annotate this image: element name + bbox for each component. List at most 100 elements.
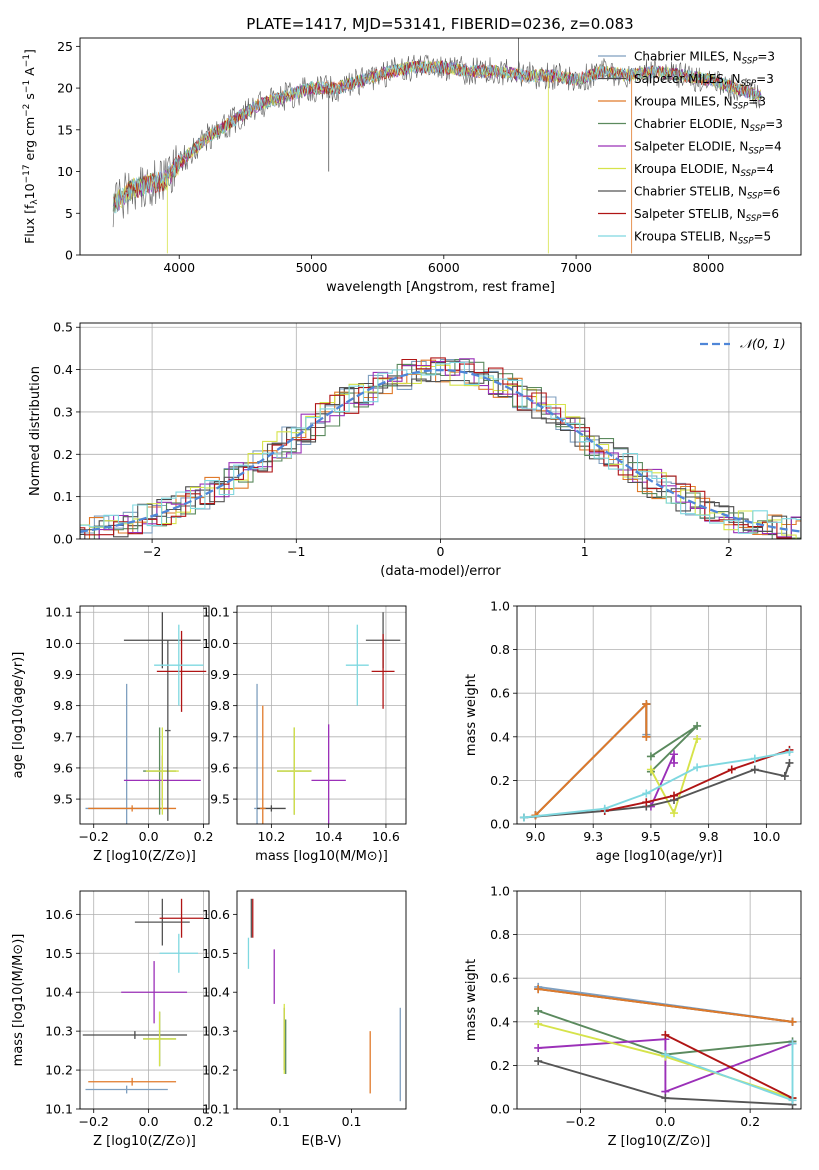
mass-weight-vs-age-panel: 9.0 9.3 9.5 9.8 10.0 0.0 0.2 0.4 0.6 0.8 1.0 age [l… <box>464 599 802 864</box>
legend-model-name: Chabrier ELODIE, N <box>634 117 750 131</box>
legend-label: Kroupa STELIB, NSSP=5 <box>634 230 771 247</box>
residuals-legend: 𝒩(0, 1) <box>700 336 786 351</box>
x-tick-label: 9.8 <box>699 829 719 844</box>
y-tick-label: 10.1 <box>45 1102 73 1117</box>
y-tick-label: 10.6 <box>202 907 230 922</box>
y-tick-label: 0.0 <box>490 817 510 832</box>
legend-nssp: =3 <box>757 50 775 64</box>
y-axis-label: age [log10(age/yr)] <box>11 652 26 779</box>
mass-weight-marker <box>670 809 679 818</box>
legend-subscript: SSP <box>741 169 757 179</box>
y-tick-label: 20 <box>57 81 73 96</box>
y-tick-label: 10.1 <box>45 605 73 620</box>
legend-nssp: =3 <box>765 117 783 131</box>
x-tick-label: 0.1 <box>342 1114 362 1129</box>
x-tick-label: 0.1 <box>270 1114 290 1129</box>
x-tick-label: 5000 <box>296 260 328 275</box>
legend-subscript: SSP <box>733 102 749 112</box>
mass-weight-marker <box>670 750 679 759</box>
y-axis-label: mass [log10(M/M⊙)] <box>11 934 26 1067</box>
y-tick-label: 10.3 <box>202 1024 230 1039</box>
axes-frame <box>79 605 210 825</box>
mass-weight-marker <box>600 804 609 813</box>
y-tick-label: 1.0 <box>490 884 510 899</box>
x-tick-label: −0.2 <box>565 1114 595 1129</box>
x-tick-label: 9.3 <box>583 829 603 844</box>
mass-weight-marker <box>661 1094 670 1103</box>
y-tick-label: 9.8 <box>210 698 230 713</box>
y-axis-label-part: −1 <box>22 54 32 67</box>
spectrum-line <box>114 60 761 214</box>
x-tick-label: 10.0 <box>752 829 780 844</box>
y-tick-label: 5 <box>65 206 73 221</box>
y-tick-label: 9.6 <box>53 760 73 775</box>
age-vs-mass-panel: 10.2 10.4 10.6 9.5 9.6 9.7 9.8 9.9 10.0 10.1 mass … <box>202 605 407 864</box>
x-axis-label: (data-model)/error <box>380 564 501 579</box>
legend-model-name: Salpeter STELIB, N <box>634 207 746 221</box>
x-tick-label: 10.6 <box>372 829 400 844</box>
y-axis-label: mass weight <box>464 674 479 756</box>
y-tick-label: 9.6 <box>210 760 230 775</box>
x-tick-label: −1 <box>287 544 305 559</box>
x-tick-label: 10.2 <box>257 829 285 844</box>
legend-model-name: Salpeter MILES, N <box>634 72 741 86</box>
mass-weight-marker <box>661 1050 670 1059</box>
y-tick-label: 0.8 <box>490 642 510 657</box>
axes-frame <box>79 37 802 256</box>
normal-reference-curve <box>79 368 802 533</box>
mass-weight-marker <box>642 798 651 807</box>
x-tick-label: 0.0 <box>655 1114 675 1129</box>
mass-weight-marker <box>750 754 759 763</box>
y-tick-label: 0.4 <box>53 362 73 377</box>
x-tick-label: 4000 <box>163 260 195 275</box>
y-tick-label: 10.3 <box>45 1024 73 1039</box>
x-tick-label: 0.2 <box>194 829 214 844</box>
legend-model-name: Salpeter ELODIE, N <box>634 140 748 154</box>
x-axis-label: Z [log10(Z/Z⊙)] <box>93 1134 196 1149</box>
legend-nssp: =5 <box>754 230 772 244</box>
y-tick-label: 10.5 <box>45 946 73 961</box>
x-tick-label: 0.0 <box>139 1114 159 1129</box>
x-tick-label: 1 <box>581 544 589 559</box>
legend-label: 𝒩(0, 1) <box>740 336 786 351</box>
mass-weight-marker <box>788 1096 797 1105</box>
y-tick-label: 10.1 <box>202 1102 230 1117</box>
legend-label: Chabrier STELIB, NSSP=6 <box>634 185 780 202</box>
y-tick-label: 10.2 <box>45 1063 73 1078</box>
legend-label: Chabrier ELODIE, NSSP=3 <box>634 117 783 134</box>
x-tick-label: 7000 <box>560 260 592 275</box>
mass-weight-line <box>538 1038 793 1093</box>
residual-histogram <box>80 358 801 539</box>
y-axis-label-part: erg cm <box>22 117 37 165</box>
axes-frame <box>236 605 407 825</box>
figure-title: PLATE=1417, MJD=53141, FIBERID=0236, z=0… <box>246 15 633 33</box>
legend-subscript: SSP <box>741 79 757 89</box>
y-axis-label-part: s <box>22 93 37 104</box>
mass-weight-marker <box>534 1019 543 1028</box>
mass-weight-marker <box>534 1006 543 1015</box>
legend-nssp: =6 <box>763 185 781 199</box>
mass-weight-line <box>523 751 790 819</box>
legend-subscript: SSP <box>738 237 754 247</box>
y-tick-label: 10.0 <box>202 636 230 651</box>
age-vs-Z-panel: −0.2 0.0 0.2 9.5 9.6 9.7 9.8 9.9 10.0 10.1 Z [log1… <box>11 605 214 864</box>
mass-weight-marker <box>670 758 679 767</box>
legend-subscript: SSP <box>747 192 763 202</box>
y-axis-label: mass weight <box>464 959 479 1041</box>
y-tick-label: 10.1 <box>202 605 230 620</box>
mass-weight-marker <box>661 1030 670 1039</box>
mass-weight-marker <box>534 1043 543 1052</box>
y-tick-label: 0.6 <box>490 686 510 701</box>
y-tick-label: 0.2 <box>490 773 510 788</box>
mass-weight-line <box>523 762 791 819</box>
y-tick-label: 0.3 <box>53 404 73 419</box>
mass-weight-marker <box>785 748 794 757</box>
x-tick-label: 9.0 <box>526 829 546 844</box>
y-tick-label: 10.4 <box>45 985 73 1000</box>
axes-frame <box>516 605 802 825</box>
y-tick-label: 0.6 <box>490 971 510 986</box>
y-axis-label-part: 10 <box>22 183 37 199</box>
y-axis-label-part: −2 <box>22 104 32 117</box>
mass-weight-marker <box>534 1057 543 1066</box>
x-tick-label: 0.2 <box>740 1114 760 1129</box>
